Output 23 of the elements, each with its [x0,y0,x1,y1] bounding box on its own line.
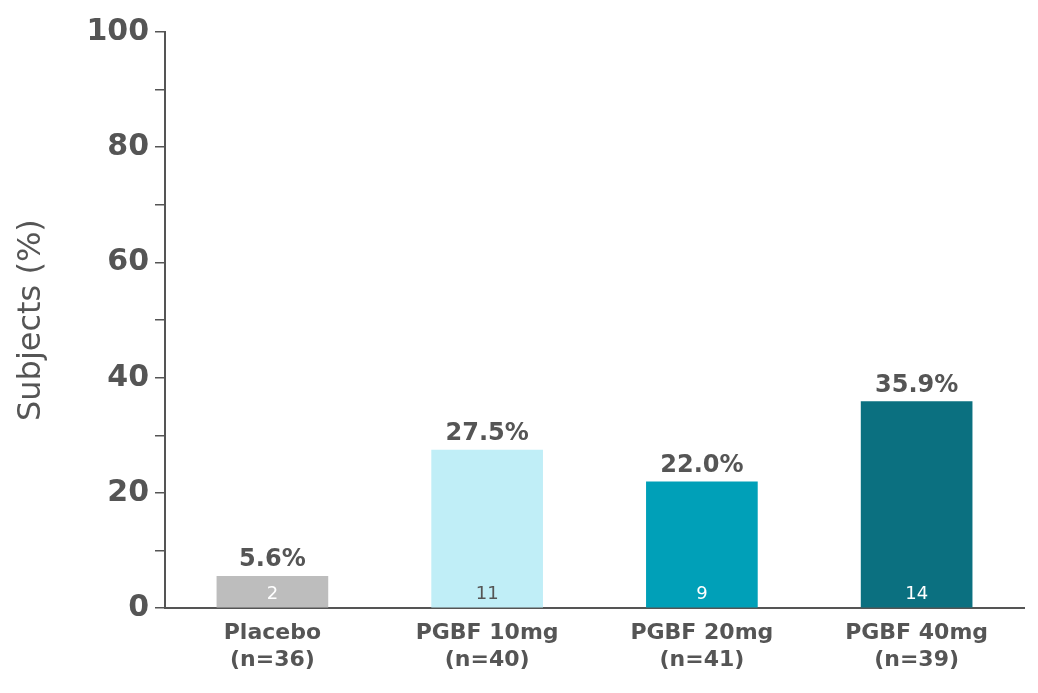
y-tick-label: 20 [107,472,150,508]
y-tick-label: 60 [107,242,150,278]
annotation: 14 [905,581,929,603]
x-tick-label: PGBF 40mg (n=39) [845,619,989,671]
y-tick-label: 40 [107,357,150,393]
data-label: 27.5% [445,417,529,446]
y-tick-label: 100 [86,11,150,47]
data-label: 22.0% [660,449,744,478]
annotation: 2 [266,581,279,603]
y-tick-label: 0 [128,588,150,623]
annotation: 11 [475,581,499,603]
data-label: 5.6% [239,544,306,573]
bar [646,481,758,608]
bar [860,401,973,608]
y-tick-label: 80 [107,127,150,163]
bar [431,449,543,608]
x-tick-label: Placebo (n=36) [223,619,322,671]
x-tick-label: PGBF 10mg (n=40) [415,619,559,671]
data-label: 35.9% [874,369,959,398]
x-tick-label: PGBF 20mg (n=41) [630,619,774,671]
annotation: 9 [696,581,708,603]
bar [216,575,329,608]
y-axis-title: Subjects (%) [9,219,48,422]
